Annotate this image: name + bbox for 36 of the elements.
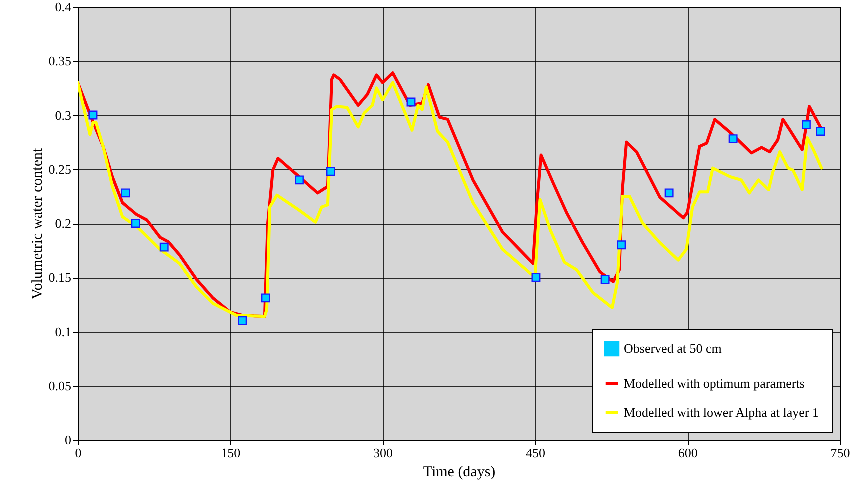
y-tick-label: 0.35 [48,54,72,69]
point [617,240,626,250]
legend-label: Observed at 50 cm [624,341,722,356]
y-tick-label: 0.4 [55,0,72,14]
y-tick-label: 0.15 [48,270,72,286]
point [532,273,541,282]
y-tick-label: 0.05 [48,378,72,394]
x-tick-label: 450 [526,446,546,460]
point [295,176,304,185]
y-tick-label: 0 [65,432,72,448]
y-axis-title: Volumetric water content [30,148,46,300]
legend-label: Modelled with optimum paramerts [624,376,805,391]
point [238,316,248,326]
x-axis-title: Time (days) [423,464,496,480]
point [261,294,270,303]
point [728,134,738,144]
x-tick-label: 750 [830,446,850,460]
point [88,110,98,120]
point [816,127,826,136]
point [600,275,610,284]
y-tick-label: 0.2 [55,216,72,231]
y-tick-label: 0.1 [55,324,72,340]
y-tick-label: 0.3 [55,108,72,123]
x-tick-label: 300 [374,446,394,460]
x-tick-label: 150 [221,446,241,460]
point [131,219,140,228]
y-tick-label: 0.25 [48,162,72,177]
point [326,167,336,176]
point [160,242,169,252]
legend-label: Modelled with lower Alpha at layer 1 [624,405,819,420]
point [121,188,130,198]
x-tick-label: 600 [678,446,698,460]
x-tick-label: 0 [75,446,82,460]
point [664,188,674,198]
point [802,120,811,130]
point [406,98,416,107]
